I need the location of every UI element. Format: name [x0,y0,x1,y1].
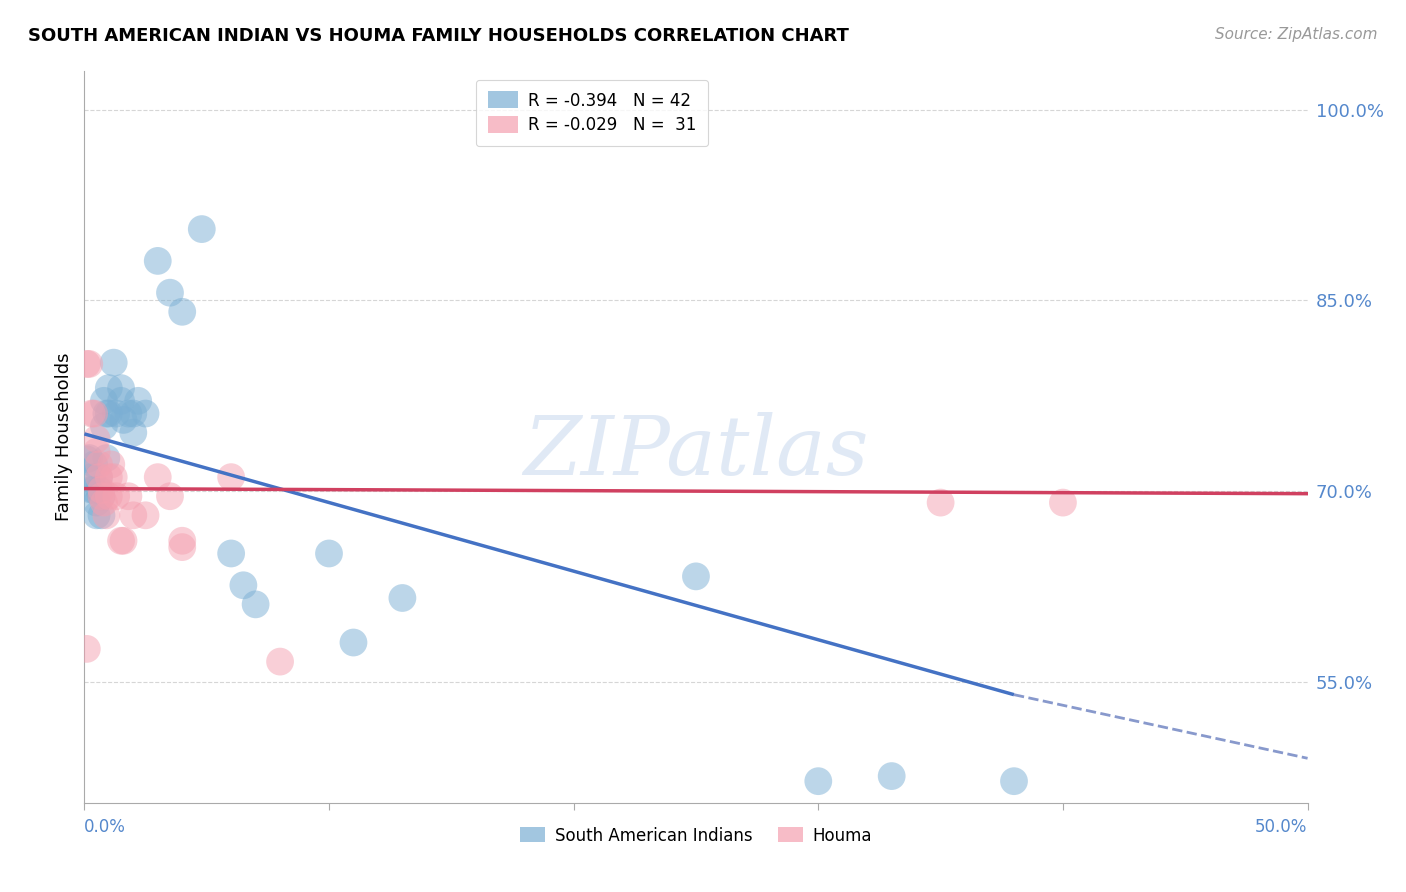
Point [172,540,194,554]
Point [105,407,128,421]
Point [318,546,340,560]
Point [159,489,181,503]
Point [105,489,128,503]
Point [87,470,110,484]
Point [83,483,105,497]
Point [83,407,105,421]
Point [219,546,242,560]
Point [110,381,132,395]
Point [122,425,145,440]
Point [97,381,120,395]
Point [191,222,214,236]
Point [86,432,108,446]
Point [96,451,118,466]
Text: Source: ZipAtlas.com: Source: ZipAtlas.com [1215,27,1378,42]
Point [87,458,110,472]
Point [86,508,108,523]
Point [929,495,952,509]
Point [146,253,169,268]
Point [219,470,242,484]
Point [76,452,98,467]
Point [117,489,139,503]
Text: 50.0%: 50.0% [1256,818,1308,836]
Point [76,641,98,656]
Point [135,407,157,421]
Point [93,495,115,509]
Y-axis label: Family Households: Family Households [55,353,73,521]
Point [1002,774,1025,789]
Point [77,451,100,466]
Point [112,533,135,548]
Point [112,413,135,427]
Text: 0.0%: 0.0% [84,818,127,836]
Point [685,569,707,583]
Point [146,470,169,484]
Point [232,578,254,592]
Point [83,458,105,472]
Point [100,458,122,472]
Point [807,774,830,789]
Point [1052,495,1074,509]
Point [87,470,110,484]
Point [90,483,112,497]
Legend: South American Indians, Houma: South American Indians, Houma [512,818,880,853]
Point [90,508,112,523]
Point [127,393,149,408]
Point [97,407,120,421]
Point [135,508,157,523]
Point [342,635,364,649]
Text: ZIPatlas: ZIPatlas [523,412,869,491]
Point [80,407,103,421]
Point [93,393,115,408]
Point [87,483,110,497]
Point [90,489,112,503]
Point [96,407,118,421]
Point [269,655,291,669]
Point [86,444,108,458]
Point [86,495,108,509]
Point [391,591,413,605]
Point [117,407,139,421]
Point [80,470,103,484]
Point [76,357,98,371]
Point [96,508,118,523]
Point [110,533,132,548]
Point [80,483,103,497]
Point [172,305,194,319]
Point [97,489,120,503]
Text: SOUTH AMERICAN INDIAN VS HOUMA FAMILY HOUSEHOLDS CORRELATION CHART: SOUTH AMERICAN INDIAN VS HOUMA FAMILY HO… [28,27,849,45]
Point [245,598,267,612]
Point [93,419,115,434]
Point [77,357,100,371]
Point [90,489,112,503]
Point [122,508,145,523]
Point [103,470,125,484]
Point [97,470,120,484]
Point [159,285,181,300]
Point [122,407,145,421]
Point [172,533,194,548]
Point [110,393,132,408]
Point [880,769,903,783]
Point [103,356,125,370]
